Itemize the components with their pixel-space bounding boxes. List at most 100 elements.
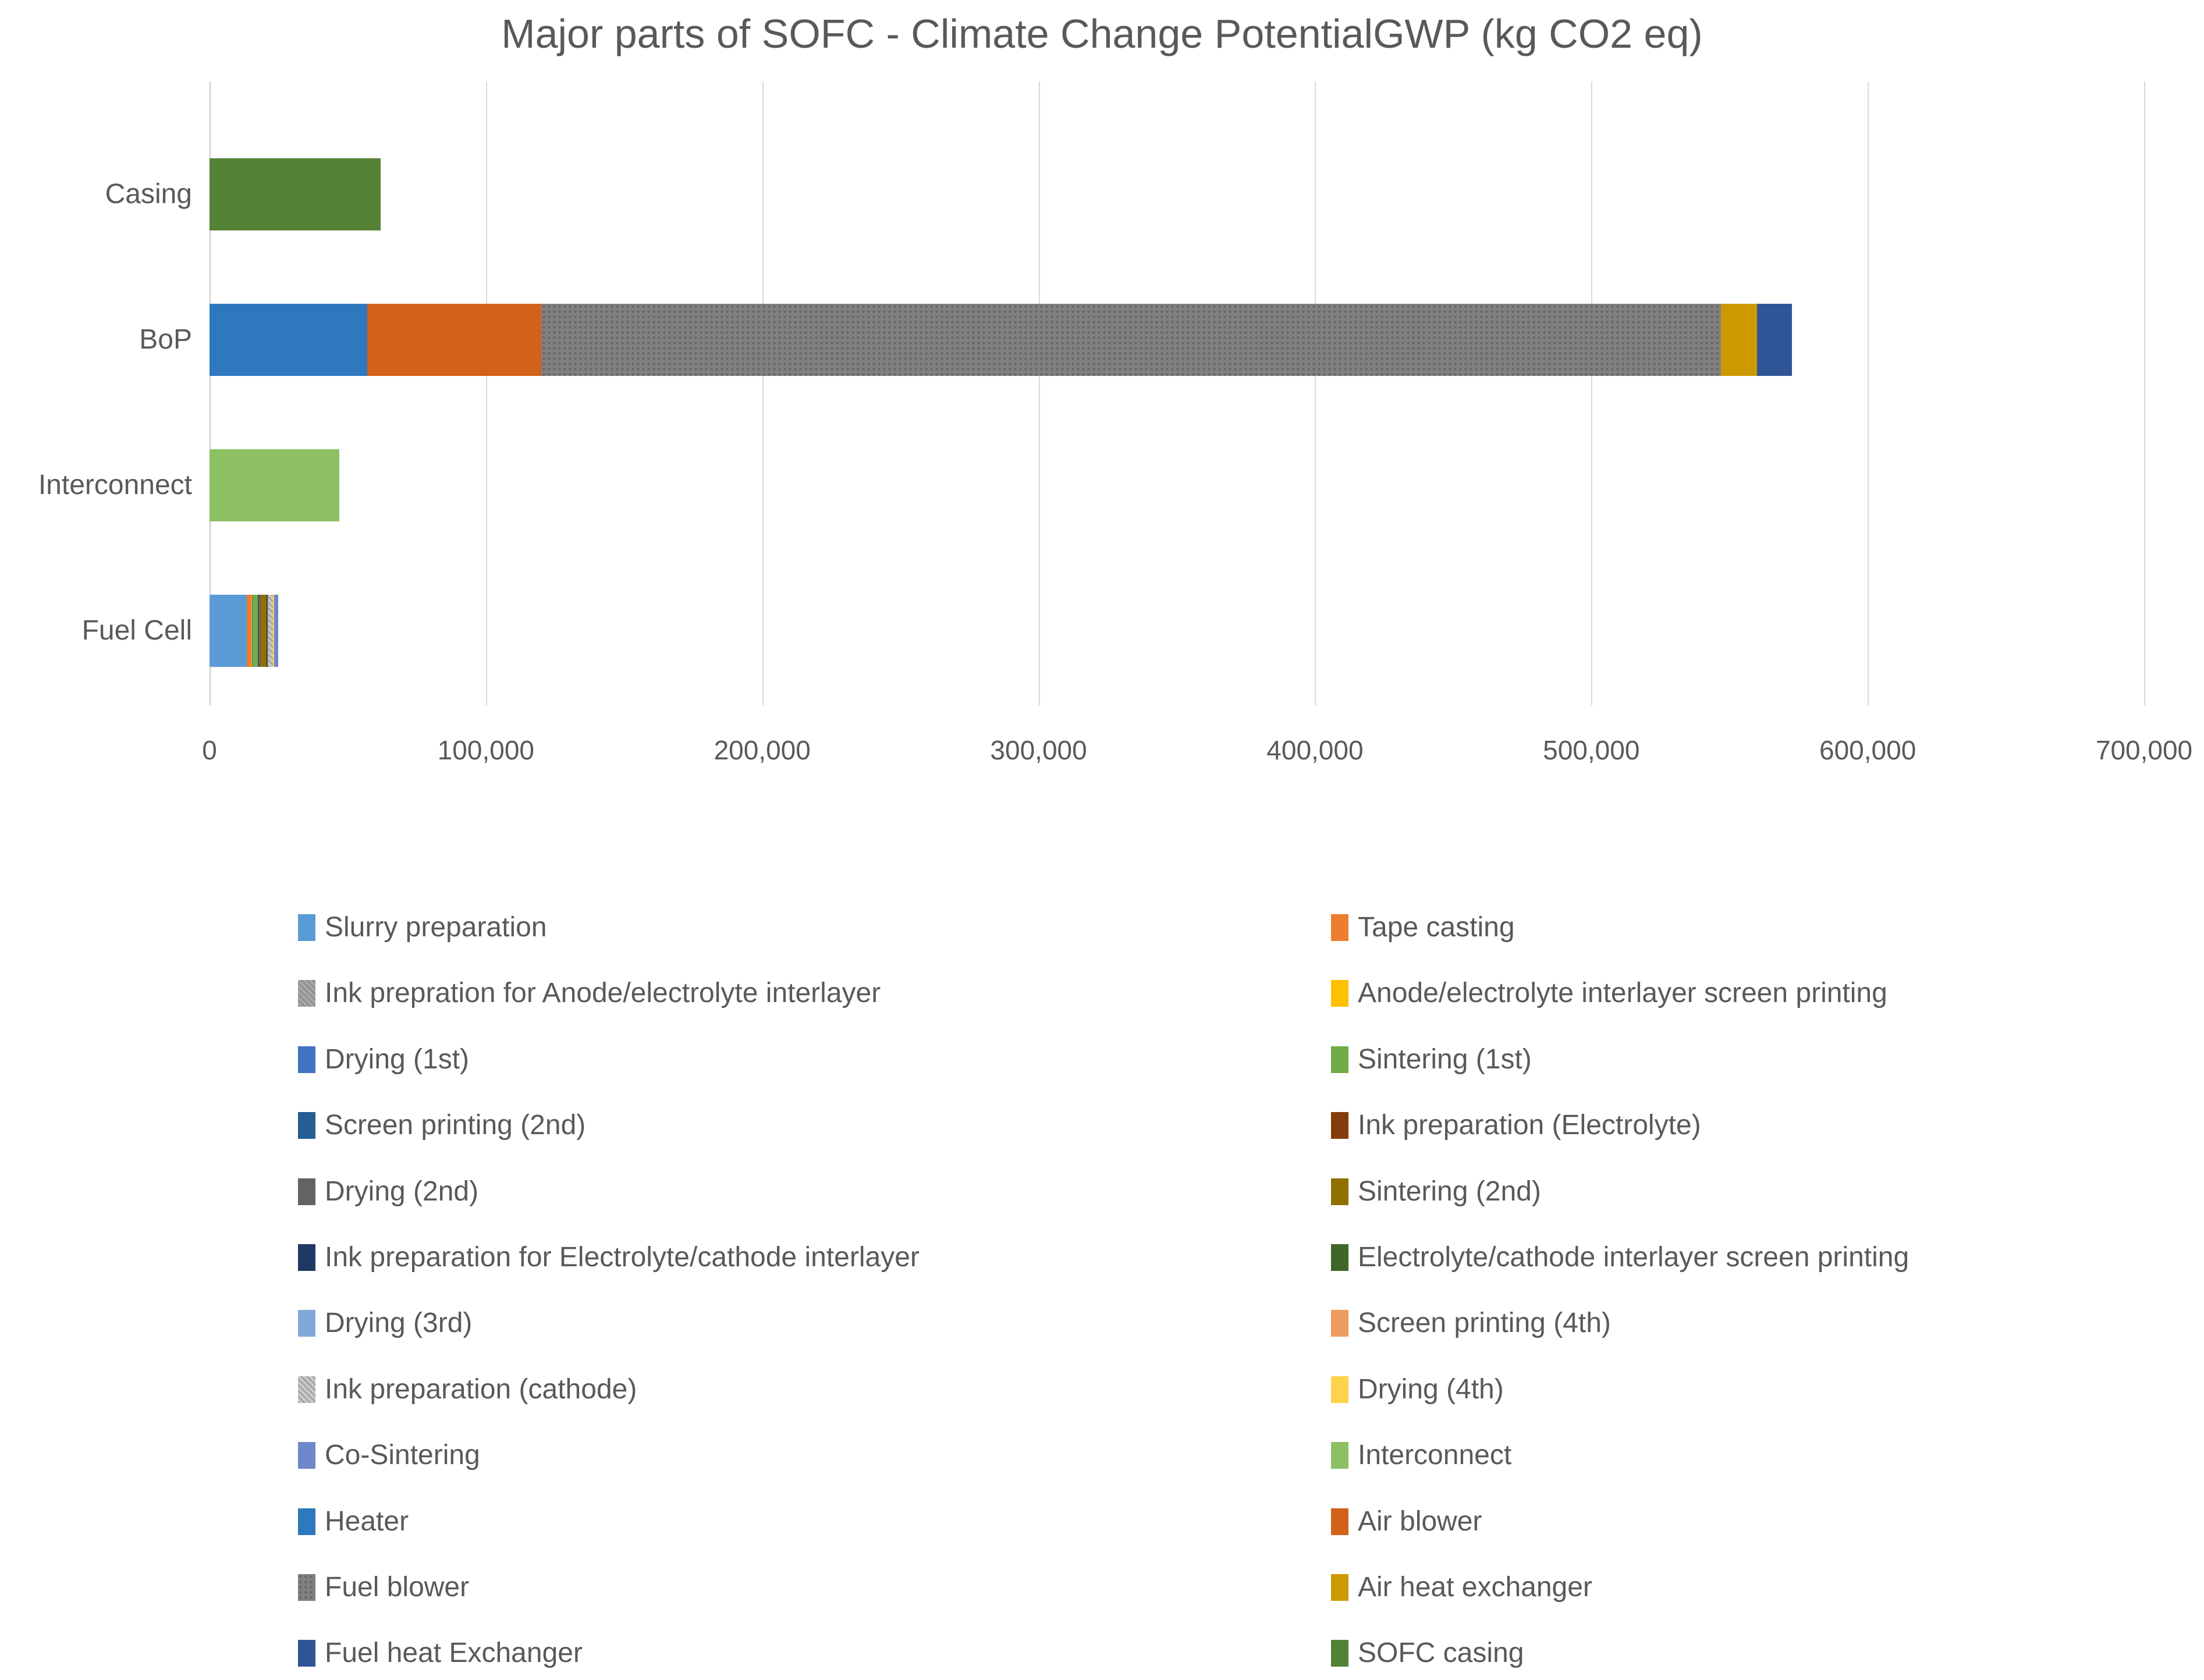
legend-swatch-icon: [298, 1442, 315, 1469]
bar-fuel-cell: [210, 595, 278, 667]
bar-segment-drying-2nd-: [258, 595, 261, 667]
bar-segment-fuel-blower: [541, 304, 1722, 376]
bar-segment-ink-preparation-electrolyte-: [258, 595, 259, 667]
legend-label: Screen printing (2nd): [325, 1110, 586, 1141]
legend-label: Sintering (1st): [1358, 1043, 1532, 1075]
axis-tick-label: 600,000: [1819, 735, 1916, 765]
legend-swatch-icon: [1331, 1442, 1348, 1469]
legend-label: Sintering (2nd): [1358, 1175, 1541, 1207]
legend-label: Fuel heat Exchanger: [325, 1638, 583, 1669]
legend-item: Drying (4th): [1331, 1371, 1504, 1408]
legend-label: Drying (1st): [325, 1043, 470, 1075]
axis-tick-label: 300,000: [990, 735, 1087, 765]
legend-label: Drying (2nd): [325, 1175, 479, 1207]
bar-segment-sintering-1st-: [252, 595, 258, 667]
gridline: [1591, 81, 1593, 705]
legend-item: SOFC casing: [1331, 1635, 1524, 1672]
legend-swatch-icon: [298, 980, 315, 1007]
category-label: Casing: [105, 179, 192, 209]
chart-title: Major parts of SOFC - Climate Change Pot…: [501, 11, 1703, 56]
legend-item: Screen printing (4th): [1331, 1305, 1611, 1342]
legend-swatch-icon: [1331, 1178, 1348, 1205]
category-label: BoP: [139, 324, 192, 355]
legend-item: Co-Sintering: [298, 1437, 480, 1474]
legend-item: Electrolyte/cathode interlayer screen pr…: [1331, 1239, 1909, 1276]
legend-item: Interconnect: [1331, 1437, 1511, 1474]
bar-interconnect: [210, 449, 340, 521]
bar-segment-slurry-preparation: [210, 595, 247, 667]
legend-label: Heater: [325, 1505, 409, 1537]
legend-swatch-icon: [298, 1046, 315, 1073]
legend-item: Slurry preparation: [298, 909, 547, 946]
legend-label: Drying (3rd): [325, 1308, 473, 1339]
legend-swatch-icon: [1331, 1508, 1348, 1535]
bar-segment-ink-prepration-for-anode-electrolyte-interlayer: [251, 595, 252, 667]
bar-bop: [210, 304, 1792, 376]
legend-item: Drying (1st): [298, 1041, 469, 1078]
legend-swatch-icon: [298, 914, 315, 941]
bar-segment-sofc-casing: [210, 158, 381, 230]
legend-label: Drying (4th): [1358, 1373, 1504, 1405]
legend-label: Tape casting: [1358, 912, 1515, 943]
bar-segment-co-sintering: [274, 595, 278, 667]
legend-label: SOFC casing: [1358, 1638, 1524, 1669]
legend-item: Ink prepration for Anode/electrolyte int…: [298, 975, 881, 1012]
legend-swatch-icon: [1331, 914, 1348, 941]
legend-swatch-icon: [1331, 1640, 1348, 1667]
legend-swatch-icon: [1331, 1244, 1348, 1271]
legend-item: Sintering (2nd): [1331, 1173, 1541, 1210]
bar-segment-fuel-heat-exchanger: [1757, 304, 1792, 376]
legend-swatch-icon: [298, 1112, 315, 1139]
legend-label: Electrolyte/cathode interlayer screen pr…: [1358, 1242, 1910, 1273]
axis-tick-label: 200,000: [714, 735, 811, 765]
gridline: [762, 81, 764, 705]
legend-label: Slurry preparation: [325, 912, 547, 943]
legend-swatch-icon: [1331, 980, 1348, 1007]
legend-item: Drying (2nd): [298, 1173, 478, 1210]
plot-area: [210, 81, 2145, 705]
bar-segment-heater: [210, 304, 367, 376]
category-label: Interconnect: [38, 470, 192, 500]
legend-swatch-icon: [1331, 1310, 1348, 1337]
legend-label: Fuel blower: [325, 1572, 470, 1603]
legend-label: Air blower: [1358, 1505, 1482, 1537]
legend-swatch-icon: [1331, 1112, 1348, 1139]
gridline: [2144, 81, 2145, 705]
legend-item: Ink preparation (Electrolyte): [1331, 1107, 1701, 1144]
bar-segment-electrolyte-cathode-interlayer-screen-printing: [267, 595, 268, 667]
legend-label: Anode/electrolyte interlayer screen prin…: [1358, 978, 1887, 1009]
axis-tick-label: 0: [202, 735, 217, 765]
bar-segment-interconnect: [210, 449, 340, 521]
legend-swatch-icon: [298, 1376, 315, 1403]
category-label: Fuel Cell: [81, 615, 192, 646]
legend-label: Ink preparation (cathode): [325, 1373, 637, 1405]
gridline: [1868, 81, 1869, 705]
legend-swatch-icon: [1331, 1046, 1348, 1073]
legend-item: Fuel heat Exchanger: [298, 1635, 583, 1672]
legend-label: Co-Sintering: [325, 1440, 480, 1471]
legend-swatch-icon: [298, 1574, 315, 1601]
legend-item: Ink preparation (cathode): [298, 1371, 637, 1408]
legend-item: Air heat exchanger: [1331, 1569, 1592, 1606]
axis-tick-label: 500,000: [1543, 735, 1640, 765]
legend-label: Air heat exchanger: [1358, 1572, 1592, 1603]
bar-segment-drying-1st-: [251, 595, 253, 667]
gridline: [1315, 81, 1316, 705]
legend-swatch-icon: [298, 1244, 315, 1271]
gridline: [485, 81, 487, 705]
legend-swatch-icon: [298, 1178, 315, 1205]
legend-item: Heater: [298, 1503, 409, 1540]
legend-label: Interconnect: [1358, 1440, 1512, 1471]
bar-segment-drying-4th-: [272, 595, 275, 667]
bar-segment-air-heat-exchanger: [1721, 304, 1758, 376]
legend-label: Ink preparation for Electrolyte/cathode …: [325, 1242, 920, 1273]
axis-tick-label: 700,000: [2095, 735, 2193, 765]
bar-segment-air-blower: [367, 304, 541, 376]
legend-item: Tape casting: [1331, 909, 1515, 946]
gridline: [210, 81, 211, 705]
legend-label: Ink prepration for Anode/electrolyte int…: [325, 978, 881, 1009]
legend-item: Sintering (1st): [1331, 1041, 1532, 1078]
bar-segment-ink-preparation-cathode-: [268, 595, 273, 667]
legend-item: Anode/electrolyte interlayer screen prin…: [1331, 975, 1887, 1012]
legend-item: Air blower: [1331, 1503, 1482, 1540]
